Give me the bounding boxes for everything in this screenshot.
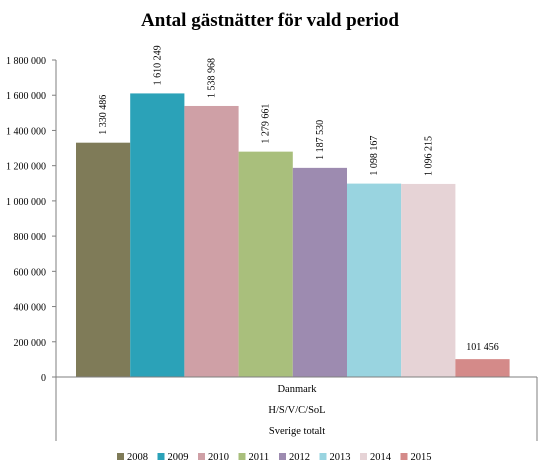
legend-label-2011: 2011 (249, 452, 270, 463)
data-label-2014: 1 096 215 (423, 136, 434, 176)
y-tick-label: 1 400 000 (6, 126, 46, 137)
y-tick-label: 0 (41, 373, 46, 384)
data-label-2012: 1 187 530 (315, 120, 326, 160)
category-label: Danmark (277, 384, 317, 395)
category-label: Sverige totalt (269, 426, 325, 437)
legend-swatch-2010 (198, 453, 205, 460)
chart-axes: 0 200 000 400 000 600 000 800 000 1 000 000 1 … (6, 56, 57, 384)
data-label-2008: 1 330 486 (98, 95, 109, 135)
value-label-group: 1 330 486 1 610 249 1 538 968 1 279 661 1 18… (98, 45, 499, 353)
legend-swatch-2011 (238, 453, 246, 460)
bar-2014 (401, 183, 456, 377)
legend-label-2012: 2012 (289, 452, 310, 463)
bar-group (76, 93, 510, 377)
bar-2012 (292, 167, 347, 377)
data-label-2013: 1 098 167 (369, 136, 380, 176)
y-tick-label: 1 000 000 (6, 197, 46, 208)
bar-2010 (184, 105, 239, 377)
chart-title: Antal gästnätter för vald period (141, 10, 399, 31)
y-tick-label: 1 600 000 (6, 91, 46, 102)
bar-2013 (347, 183, 402, 377)
legend-swatch-2013 (319, 453, 327, 460)
category-table: Danmark H/S/V/C/SoL Sverige totalt (55, 376, 538, 441)
data-label-2015: 101 456 (466, 342, 499, 353)
bar-2009 (130, 93, 185, 377)
legend-label-2014: 2014 (370, 452, 392, 463)
bar-2011 (238, 151, 293, 377)
legend-swatch-2008 (117, 453, 124, 460)
y-tick-label: 400 000 (14, 303, 47, 314)
bar-2008 (76, 142, 131, 377)
y-tick-label: 1 800 000 (6, 56, 46, 67)
y-tick-label: 800 000 (14, 232, 47, 243)
legend-label-2013: 2013 (330, 452, 351, 463)
legend-label-2015: 2015 (411, 452, 432, 463)
legend-label-2010: 2010 (208, 452, 229, 463)
legend-label-2009: 2009 (168, 452, 189, 463)
data-label-2010: 1 538 968 (207, 58, 218, 98)
data-label-2009: 1 610 249 (152, 45, 163, 85)
legend-swatch-2009 (157, 453, 165, 460)
category-label: H/S/V/C/SoL (268, 405, 325, 416)
legend-swatch-2015 (400, 453, 408, 460)
y-tick-label: 200 000 (14, 338, 47, 349)
legend: 2008 2009 2010 2011 2012 2013 2014 2015 (117, 452, 432, 463)
bar-2015 (455, 359, 510, 377)
y-tick-label: 600 000 (14, 267, 47, 278)
legend-label-2008: 2008 (127, 452, 148, 463)
legend-swatch-2014 (360, 453, 367, 460)
data-label-2011: 1 279 661 (261, 104, 272, 144)
y-tick-label: 1 200 000 (6, 162, 46, 173)
legend-swatch-2012 (279, 453, 286, 460)
